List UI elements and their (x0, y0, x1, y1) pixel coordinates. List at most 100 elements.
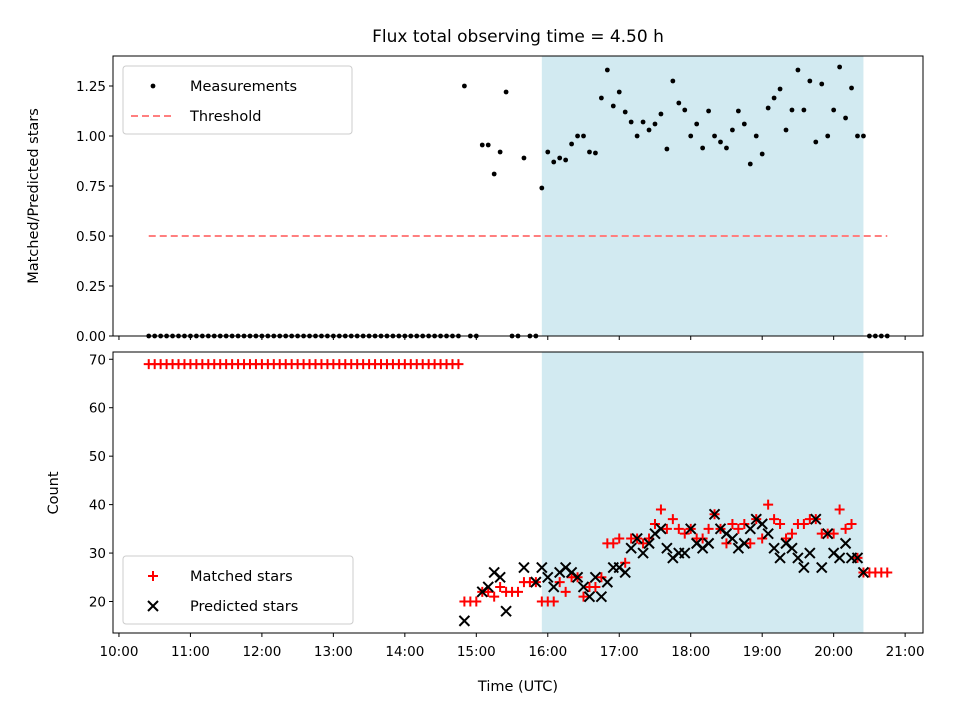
measurement-point (682, 107, 688, 113)
top-y-tick-label: 0.50 (76, 229, 106, 245)
matched-stars-point (840, 523, 851, 534)
measurement-point (634, 133, 640, 139)
predicted-stars-point (494, 571, 506, 583)
matched-stars-point (786, 528, 797, 539)
measurement-point (759, 151, 765, 157)
measurement-point (676, 100, 682, 106)
measurement-point (622, 109, 628, 115)
measurement-point (658, 111, 664, 117)
x-tick-label: 18:00 (671, 644, 710, 660)
predicted-stars-point (542, 571, 554, 583)
measurement-point (521, 155, 527, 161)
measurement-point (771, 95, 777, 101)
predicted-stars-point (500, 605, 512, 617)
top-y-tick-label: 0.75 (76, 179, 106, 195)
matched-stars-point (769, 514, 780, 525)
legend-box (122, 65, 353, 135)
measurement-point (741, 121, 747, 127)
bottom-y-tick-label: 50 (89, 449, 106, 465)
measurement-point (479, 142, 485, 148)
matched-stars-point (775, 518, 786, 529)
matched-stars-point (578, 591, 589, 602)
measurement-point (837, 64, 843, 70)
measurement-point (539, 185, 545, 191)
predicted-stars-point (821, 527, 834, 540)
predicted-stars-point (810, 513, 822, 525)
legend-label: Predicted stars (190, 599, 298, 615)
bottom-y-tick-label: 60 (89, 401, 106, 417)
measurement-point (724, 145, 729, 151)
bottom-axes-frame (112, 351, 924, 634)
matched-stars-point (745, 538, 756, 549)
measurement-point (598, 95, 604, 101)
measurement-point (640, 119, 646, 125)
measurement-point (575, 133, 580, 139)
top-observing-window (541, 56, 864, 336)
predicted-stars-point (637, 547, 649, 559)
predicted-stars-point (833, 552, 846, 564)
top-axes: 0.00 0.25 0.50 0.75 1.00 1.25 Measurements Thre… (76, 55, 924, 345)
matched-stars-point (655, 504, 666, 515)
matched-stars-point (679, 528, 690, 539)
predicted-stars-point (601, 576, 614, 588)
matched-stars-point (554, 577, 565, 588)
bottom-legend: Matched stars Predicted stars (122, 555, 354, 625)
measurement-point (747, 161, 753, 167)
top-axes-frame (112, 55, 924, 337)
bottom-y-tick-label: 70 (89, 352, 106, 368)
measurement-point (801, 107, 807, 113)
bottom-y-axis-label: Count (46, 471, 62, 514)
top-y-axis-label: Matched/Predicted stars (26, 108, 42, 284)
measurement-point (545, 149, 551, 155)
predicted-stars-point (661, 542, 673, 554)
legend-box (122, 555, 354, 625)
measurement-point (563, 157, 569, 163)
matched-stars-point (471, 596, 482, 607)
measurement-point (819, 81, 825, 87)
predicted-stars-point (839, 537, 852, 550)
measurement-point (831, 107, 837, 113)
matched-stars-point (620, 557, 631, 568)
measurement-point (861, 133, 866, 139)
predicted-stars-point (518, 561, 530, 574)
predicted-stars-point (768, 542, 780, 554)
matched-stars-point (763, 499, 774, 510)
measurement-point (652, 121, 658, 127)
matched-stars-point (608, 538, 619, 549)
legend-marker (148, 571, 158, 581)
predicted-stars-point (595, 590, 608, 603)
measurement-point (461, 83, 467, 89)
measurement-point (807, 78, 813, 84)
legend-label: Threshold (189, 109, 261, 125)
x-tick-label: 19:00 (743, 644, 782, 660)
bottom-axes: 20 30 40 50 60 70 10:00 11:00 12:00 13:00 14:00 15:… (89, 351, 925, 660)
predicted-stars-point (482, 581, 494, 593)
predicted-stars-point (571, 571, 584, 583)
predicted-stars-point (738, 537, 751, 550)
x-tick-label: 20:00 (814, 644, 853, 660)
matched-stars-point (649, 518, 660, 529)
predicted-stars-point (583, 590, 596, 603)
predicted-stars-point (536, 561, 548, 574)
predicted-stars-point (548, 581, 560, 593)
measurement-point (551, 159, 557, 165)
x-tick-label: 12:00 (242, 644, 281, 660)
predicted-stars-point (685, 523, 697, 535)
measurement-point (718, 139, 723, 145)
measurement-point (730, 127, 735, 133)
measurement-point (706, 108, 711, 114)
measurement-point (581, 133, 586, 139)
matched-stars-point (513, 586, 523, 597)
matched-stars-point (614, 533, 625, 544)
matched-stars-point (453, 359, 464, 370)
predicted-stars-point (577, 581, 590, 593)
measurement-point (616, 89, 622, 95)
matched-stars-point (483, 586, 494, 597)
predicted-stars-point (857, 566, 870, 579)
predicted-stars-point (774, 552, 786, 564)
measurement-point (694, 121, 700, 127)
predicted-stars-point (804, 547, 816, 559)
measurement-point (700, 145, 706, 151)
measurement-point (843, 115, 848, 121)
top-y-tick-label: 1.00 (76, 129, 106, 145)
